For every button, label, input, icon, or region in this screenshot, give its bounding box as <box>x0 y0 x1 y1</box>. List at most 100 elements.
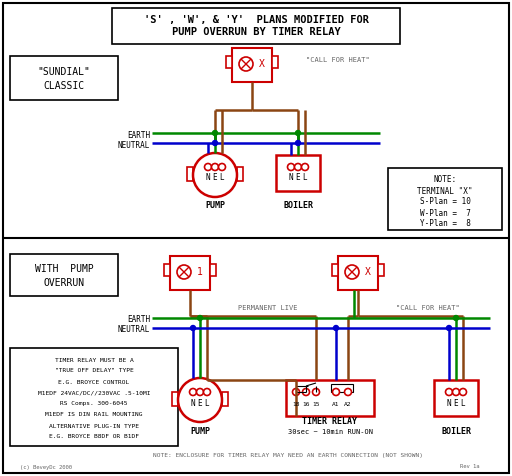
Circle shape <box>203 388 210 396</box>
Text: M1EDF 24VAC/DC//230VAC .5-10MI: M1EDF 24VAC/DC//230VAC .5-10MI <box>38 390 150 396</box>
Circle shape <box>294 163 302 170</box>
Circle shape <box>332 388 339 396</box>
Bar <box>210 264 216 276</box>
Bar <box>237 167 243 181</box>
Circle shape <box>445 388 453 396</box>
Text: (c) BeveyDc 2000: (c) BeveyDc 2000 <box>20 465 72 469</box>
Text: E: E <box>212 173 217 182</box>
Text: N: N <box>206 173 210 182</box>
Bar <box>232 48 272 82</box>
Text: EARTH: EARTH <box>127 316 150 325</box>
Text: RS Comps. 300-6045: RS Comps. 300-6045 <box>60 401 128 407</box>
Text: PUMP: PUMP <box>205 200 225 209</box>
Bar <box>331 384 353 392</box>
Bar <box>338 256 378 290</box>
Circle shape <box>193 153 237 197</box>
Text: E: E <box>198 398 202 407</box>
Text: NEUTRAL: NEUTRAL <box>118 326 150 335</box>
Circle shape <box>190 326 196 330</box>
Bar <box>434 380 478 416</box>
Circle shape <box>333 326 338 330</box>
Circle shape <box>454 316 459 320</box>
Bar <box>332 264 338 276</box>
Circle shape <box>178 378 222 422</box>
Text: 'S' , 'W', & 'Y'  PLANS MODIFIED FOR: 'S' , 'W', & 'Y' PLANS MODIFIED FOR <box>143 15 369 25</box>
Text: ALTERNATIVE PLUG-IN TYPE: ALTERNATIVE PLUG-IN TYPE <box>49 424 139 428</box>
Bar <box>378 264 384 276</box>
Text: "CALL FOR HEAT": "CALL FOR HEAT" <box>396 305 460 311</box>
Text: BOILER: BOILER <box>283 200 313 209</box>
Text: TERMINAL "X": TERMINAL "X" <box>417 187 473 196</box>
Text: Y-Plan =  8: Y-Plan = 8 <box>419 219 471 228</box>
Text: A1: A1 <box>332 403 340 407</box>
Text: TIMER RELAY: TIMER RELAY <box>303 417 357 426</box>
Bar <box>112 8 400 44</box>
Text: PUMP: PUMP <box>190 427 210 436</box>
Text: 1: 1 <box>197 267 203 277</box>
Circle shape <box>302 163 309 170</box>
Bar <box>272 56 278 68</box>
Text: M1EDF IS DIN RAIL MOUNTING: M1EDF IS DIN RAIL MOUNTING <box>45 413 143 417</box>
Text: PUMP OVERRUN BY TIMER RELAY: PUMP OVERRUN BY TIMER RELAY <box>172 27 340 37</box>
Bar <box>10 348 178 446</box>
Circle shape <box>345 388 352 396</box>
Text: BOILER: BOILER <box>441 427 471 436</box>
Bar <box>222 392 228 406</box>
Circle shape <box>453 388 459 396</box>
Circle shape <box>295 140 301 146</box>
Text: W-Plan =  7: W-Plan = 7 <box>419 208 471 218</box>
Text: "CALL FOR HEAT": "CALL FOR HEAT" <box>306 57 370 63</box>
Text: NOTE:: NOTE: <box>434 176 457 185</box>
Text: NEUTRAL: NEUTRAL <box>118 140 150 149</box>
Bar <box>172 392 178 406</box>
Text: A2: A2 <box>344 403 352 407</box>
Text: TIMER RELAY MUST BE A: TIMER RELAY MUST BE A <box>55 357 133 363</box>
Circle shape <box>219 163 225 170</box>
Circle shape <box>212 140 218 146</box>
Text: L: L <box>220 173 224 182</box>
Bar <box>10 56 118 100</box>
Bar <box>10 254 118 296</box>
Text: 15: 15 <box>312 403 320 407</box>
Text: X: X <box>259 59 265 69</box>
Text: E.G. BROYCE B8DF OR B1DF: E.G. BROYCE B8DF OR B1DF <box>49 435 139 439</box>
Circle shape <box>177 265 191 279</box>
Text: E: E <box>296 173 301 182</box>
Circle shape <box>197 388 203 396</box>
Text: E.G. BROYCE CONTROL: E.G. BROYCE CONTROL <box>58 379 130 385</box>
Text: OVERRUN: OVERRUN <box>44 278 84 288</box>
Circle shape <box>345 265 359 279</box>
Bar <box>226 56 232 68</box>
Text: 18: 18 <box>292 403 300 407</box>
Bar <box>170 256 210 290</box>
Text: L: L <box>461 398 465 407</box>
Text: N: N <box>289 173 293 182</box>
Text: L: L <box>303 173 307 182</box>
Circle shape <box>295 130 301 136</box>
Circle shape <box>312 388 319 396</box>
Text: "SUNDIAL": "SUNDIAL" <box>37 67 91 77</box>
Bar <box>164 264 170 276</box>
Text: X: X <box>365 267 371 277</box>
Text: "TRUE OFF DELAY" TYPE: "TRUE OFF DELAY" TYPE <box>55 368 133 374</box>
Text: Rev 1a: Rev 1a <box>460 465 480 469</box>
Circle shape <box>446 326 452 330</box>
Text: CLASSIC: CLASSIC <box>44 81 84 91</box>
Text: N: N <box>446 398 451 407</box>
Text: NOTE: ENCLOSURE FOR TIMER RELAY MAY NEED AN EARTH CONNECTION (NOT SHOWN): NOTE: ENCLOSURE FOR TIMER RELAY MAY NEED… <box>153 454 423 458</box>
Text: EARTH: EARTH <box>127 130 150 139</box>
Bar <box>286 380 374 416</box>
Text: S-Plan = 10: S-Plan = 10 <box>419 198 471 207</box>
Circle shape <box>239 57 253 71</box>
Bar <box>388 168 502 230</box>
Bar <box>187 167 193 181</box>
Text: WITH  PUMP: WITH PUMP <box>35 264 93 274</box>
Circle shape <box>459 388 466 396</box>
Circle shape <box>198 316 203 320</box>
Text: N: N <box>190 398 195 407</box>
Circle shape <box>211 163 219 170</box>
Text: L: L <box>205 398 209 407</box>
Text: 16: 16 <box>302 403 310 407</box>
Circle shape <box>204 163 211 170</box>
Circle shape <box>288 163 294 170</box>
